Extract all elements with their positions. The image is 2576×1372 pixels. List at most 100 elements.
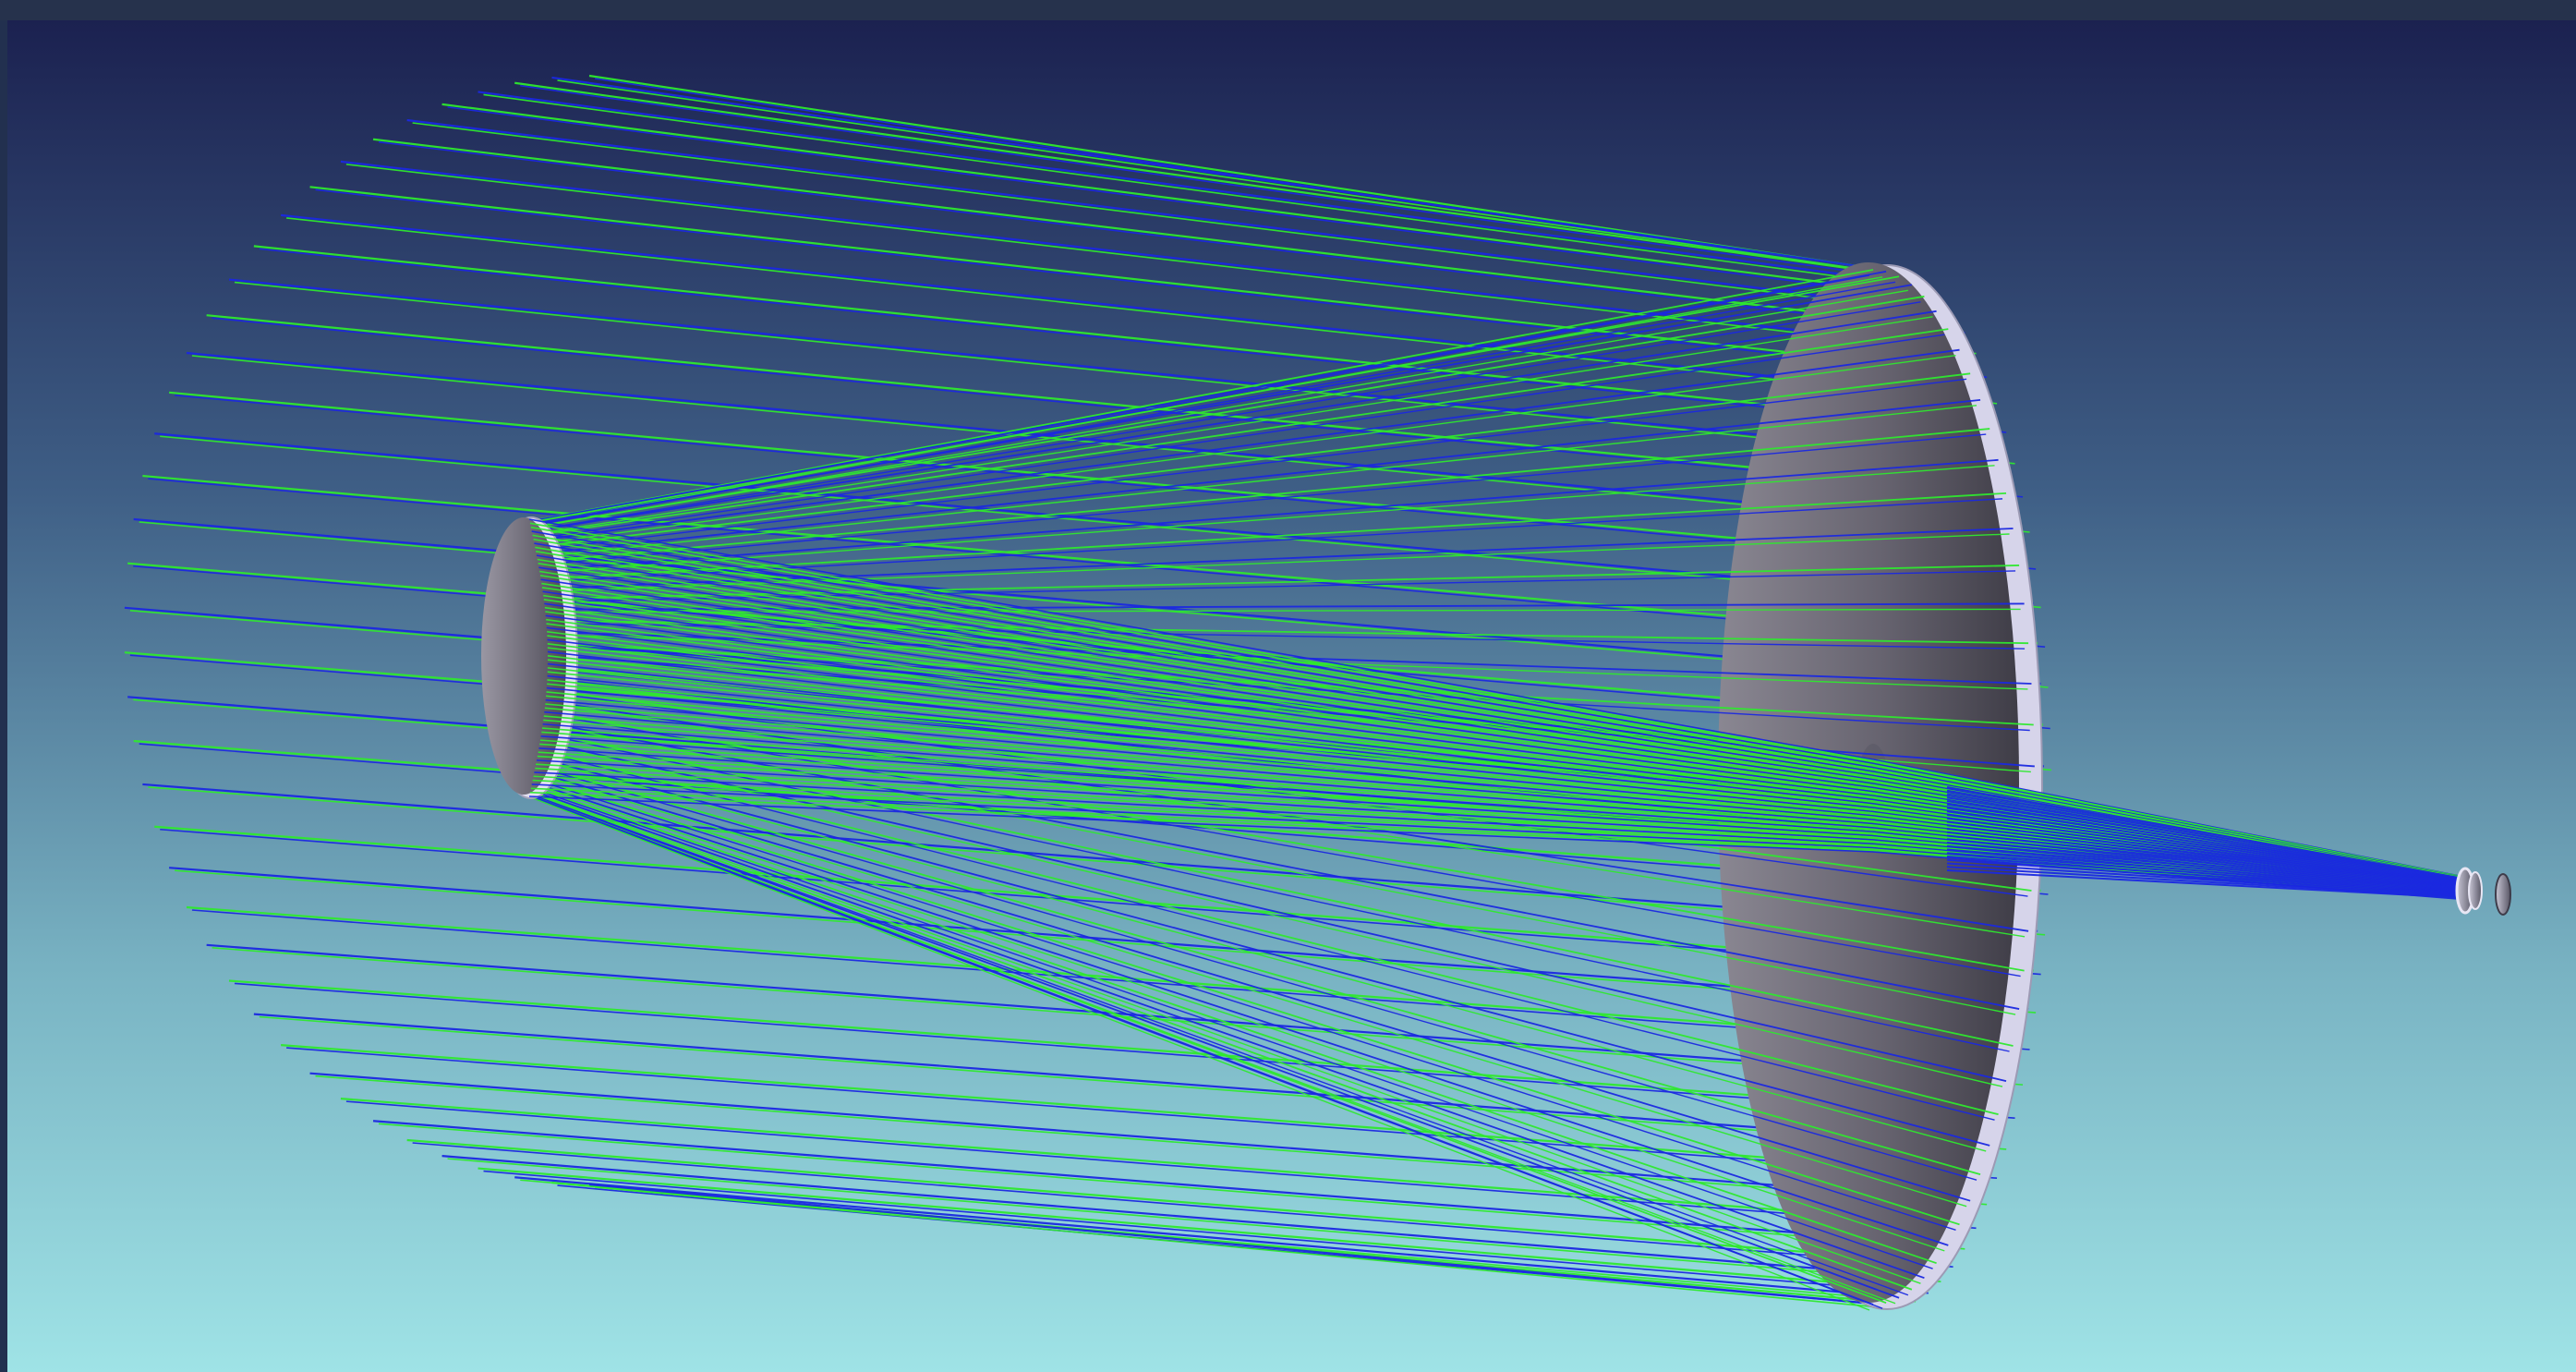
converging-ray bbox=[541, 731, 1874, 832]
reflected-ray bbox=[519, 310, 1937, 534]
converging-ray bbox=[1946, 828, 2470, 890]
converging-ray bbox=[547, 667, 1874, 810]
incoming-ray bbox=[206, 314, 2016, 494]
incoming-ray bbox=[259, 1015, 2007, 1150]
reflected-ray bbox=[518, 746, 1995, 1121]
secondary-mirror[interactable] bbox=[481, 516, 578, 799]
reflected-ray bbox=[524, 793, 1874, 1305]
converging-ray bbox=[544, 710, 1874, 825]
reflected-ray bbox=[513, 565, 2020, 601]
converging-ray bbox=[528, 795, 1874, 853]
reflected-ray bbox=[523, 316, 1933, 537]
focal-plane-lens-group[interactable] bbox=[2455, 867, 2511, 916]
converging-ray bbox=[533, 775, 1874, 846]
secondary-mirror-face bbox=[481, 517, 566, 795]
converging-ray bbox=[536, 759, 1874, 841]
converging-ray bbox=[547, 659, 1874, 807]
converging-ray bbox=[1946, 869, 2470, 899]
converging-ray bbox=[535, 767, 1874, 844]
converging-ray bbox=[547, 635, 1874, 799]
converging-ray bbox=[546, 626, 1874, 796]
reflected-ray bbox=[523, 784, 1933, 1269]
converging-ray bbox=[544, 606, 1874, 790]
converging-ray bbox=[543, 594, 1874, 786]
converging-ray bbox=[1946, 810, 2470, 886]
reflected-ray bbox=[516, 708, 2021, 977]
3d-viewport[interactable] bbox=[7, 20, 2576, 1372]
converging-ray bbox=[1946, 838, 2470, 892]
incoming-ray bbox=[154, 825, 2034, 972]
field-lens-2 bbox=[2468, 871, 2483, 910]
converging-ray bbox=[538, 747, 1874, 837]
converging-ray bbox=[539, 570, 1874, 778]
incoming-ray bbox=[483, 93, 1929, 290]
converging-ray bbox=[537, 755, 1874, 840]
reflected-ray bbox=[515, 428, 1990, 565]
reflected-ray bbox=[514, 458, 1999, 573]
reflected-ray bbox=[521, 284, 1913, 528]
converging-ray bbox=[533, 538, 1874, 768]
converging-ray bbox=[547, 655, 1874, 807]
converging-ray bbox=[537, 558, 1874, 774]
reflected-ray bbox=[524, 269, 1874, 523]
incoming-ray bbox=[281, 1044, 1990, 1176]
reflected-ray bbox=[513, 715, 2020, 1010]
converging-ray bbox=[542, 590, 1874, 784]
converging-ray bbox=[545, 611, 1874, 792]
reflected-ray bbox=[525, 289, 1908, 529]
converging-ray bbox=[547, 674, 1874, 813]
converging-ray bbox=[1946, 814, 2470, 887]
reflected-ray bbox=[522, 275, 1900, 525]
converging-ray bbox=[1946, 848, 2470, 894]
incoming-ray bbox=[588, 1183, 1883, 1306]
converging-ray bbox=[1946, 842, 2470, 893]
reflected-ray bbox=[525, 792, 1909, 1296]
incoming-ray bbox=[551, 76, 1896, 273]
side-frame bbox=[0, 20, 7, 1372]
incoming-ray bbox=[154, 432, 2034, 605]
converging-ray-bundle bbox=[528, 518, 2470, 901]
incoming-ray bbox=[253, 245, 2000, 431]
reflected-ray bbox=[517, 498, 2003, 585]
incoming-ray bbox=[412, 1142, 1953, 1268]
incoming-ray bbox=[234, 281, 2015, 465]
converging-ray bbox=[546, 695, 1874, 820]
converging-ray bbox=[547, 671, 1874, 811]
incoming-ray bbox=[315, 1075, 1988, 1206]
converging-ray bbox=[544, 707, 1874, 823]
converging-ray bbox=[530, 526, 1874, 763]
converging-ray bbox=[535, 550, 1874, 771]
converging-ray bbox=[547, 630, 1874, 798]
reflected-ray bbox=[514, 528, 2014, 591]
converging-ray bbox=[539, 743, 1874, 835]
converging-ray bbox=[528, 518, 1874, 760]
title-bar bbox=[0, 0, 2576, 20]
converging-ray bbox=[543, 599, 1874, 787]
converging-ray bbox=[1946, 852, 2470, 895]
converging-ray bbox=[538, 563, 1874, 775]
converging-ray bbox=[1946, 820, 2470, 889]
reflected-ray bbox=[516, 718, 2016, 1015]
incoming-ray bbox=[406, 1138, 1946, 1265]
reflected-ray bbox=[513, 602, 2025, 611]
reflected-ray bbox=[518, 777, 1949, 1246]
reflected-ray bbox=[522, 780, 1945, 1252]
optical-scene[interactable] bbox=[7, 20, 2576, 1372]
reflected-ray bbox=[515, 750, 1990, 1147]
reflected-ray bbox=[513, 705, 2025, 972]
reflected-ray bbox=[516, 372, 1971, 551]
reflected-ray bbox=[516, 765, 1971, 1202]
converging-ray bbox=[538, 751, 1874, 838]
converging-ray bbox=[531, 530, 1874, 765]
reflected-ray bbox=[520, 768, 1967, 1208]
incoming-ray bbox=[594, 78, 1891, 274]
converging-ray bbox=[541, 727, 1874, 831]
reflected-ray bbox=[515, 759, 1981, 1176]
reflected-ray bbox=[515, 686, 2028, 897]
incoming-ray bbox=[372, 138, 1958, 331]
reflected-ray bbox=[524, 788, 1921, 1284]
reflected-ray bbox=[518, 328, 1949, 539]
converging-ray bbox=[547, 650, 1874, 805]
incoming-ray bbox=[520, 84, 1917, 282]
